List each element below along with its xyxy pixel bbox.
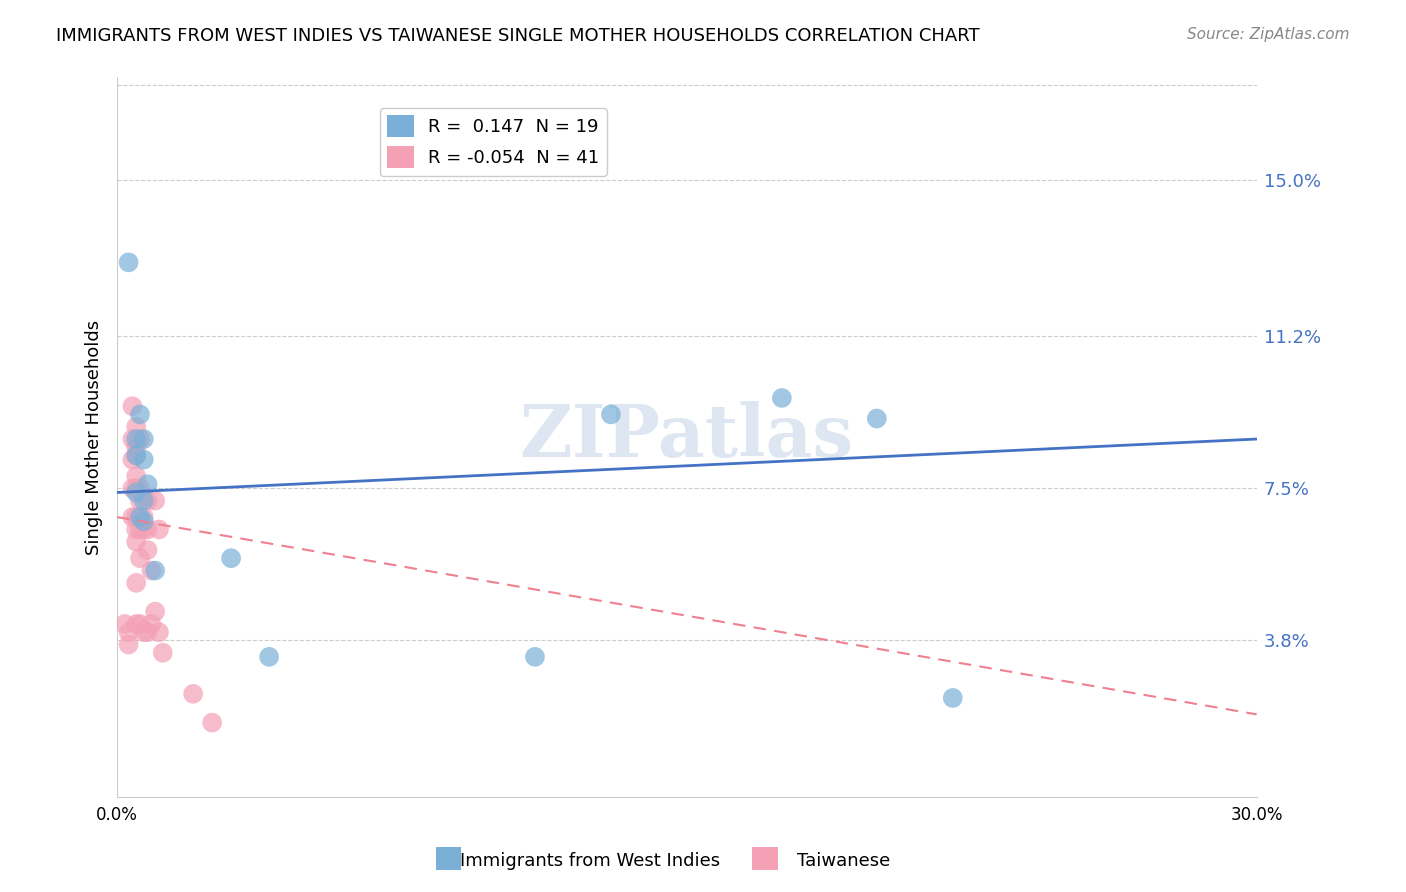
Point <box>125 510 148 524</box>
Point <box>143 564 166 578</box>
Point <box>125 432 148 446</box>
Point <box>129 510 152 524</box>
Point <box>121 432 143 446</box>
Point <box>600 408 623 422</box>
Text: Immigrants from West Indies: Immigrants from West Indies <box>460 852 721 870</box>
Point <box>770 391 793 405</box>
Point <box>121 452 143 467</box>
Point <box>129 510 152 524</box>
Point <box>181 687 204 701</box>
Point <box>942 690 965 705</box>
Text: Source: ZipAtlas.com: Source: ZipAtlas.com <box>1187 27 1350 42</box>
Point <box>132 452 155 467</box>
Point <box>257 649 280 664</box>
Point <box>125 469 148 483</box>
Point <box>121 399 143 413</box>
Point <box>132 514 155 528</box>
Point <box>129 523 152 537</box>
Point <box>129 432 152 446</box>
Point <box>132 523 155 537</box>
Point <box>132 510 155 524</box>
Point <box>125 575 148 590</box>
Text: 0.0%: 0.0% <box>96 805 138 824</box>
Point <box>148 625 170 640</box>
Point <box>136 493 159 508</box>
Point <box>125 617 148 632</box>
Point <box>866 411 889 425</box>
Point <box>152 646 174 660</box>
Point <box>129 551 152 566</box>
Point <box>125 449 148 463</box>
Point <box>114 617 136 632</box>
Point <box>129 408 152 422</box>
Point <box>117 255 139 269</box>
Point <box>125 419 148 434</box>
Point <box>136 477 159 491</box>
Point <box>132 432 155 446</box>
Point <box>117 625 139 640</box>
Point <box>125 440 148 454</box>
Point <box>524 649 547 664</box>
Point <box>129 617 152 632</box>
Point <box>141 617 163 632</box>
Y-axis label: Single Mother Households: Single Mother Households <box>86 319 103 555</box>
Point <box>125 523 148 537</box>
Legend: R =  0.147  N = 19, R = -0.054  N = 41: R = 0.147 N = 19, R = -0.054 N = 41 <box>380 108 607 176</box>
Text: Taiwanese: Taiwanese <box>797 852 890 870</box>
Point <box>129 493 152 508</box>
Point <box>125 534 148 549</box>
Point <box>201 715 224 730</box>
Text: IMMIGRANTS FROM WEST INDIES VS TAIWANESE SINGLE MOTHER HOUSEHOLDS CORRELATION CH: IMMIGRANTS FROM WEST INDIES VS TAIWANESE… <box>56 27 980 45</box>
Point <box>121 481 143 495</box>
Point <box>143 493 166 508</box>
Text: 30.0%: 30.0% <box>1230 805 1282 824</box>
Point <box>129 481 152 495</box>
Point <box>136 543 159 558</box>
Point <box>125 481 148 495</box>
Point <box>125 449 148 463</box>
Point <box>148 523 170 537</box>
Point <box>117 638 139 652</box>
Point <box>121 510 143 524</box>
Point <box>219 551 242 566</box>
Point <box>125 485 148 500</box>
Point <box>136 625 159 640</box>
Point <box>141 564 163 578</box>
Point <box>132 625 155 640</box>
Text: ZIPatlas: ZIPatlas <box>520 401 853 473</box>
Point <box>132 493 155 508</box>
Point <box>143 605 166 619</box>
Point <box>136 523 159 537</box>
